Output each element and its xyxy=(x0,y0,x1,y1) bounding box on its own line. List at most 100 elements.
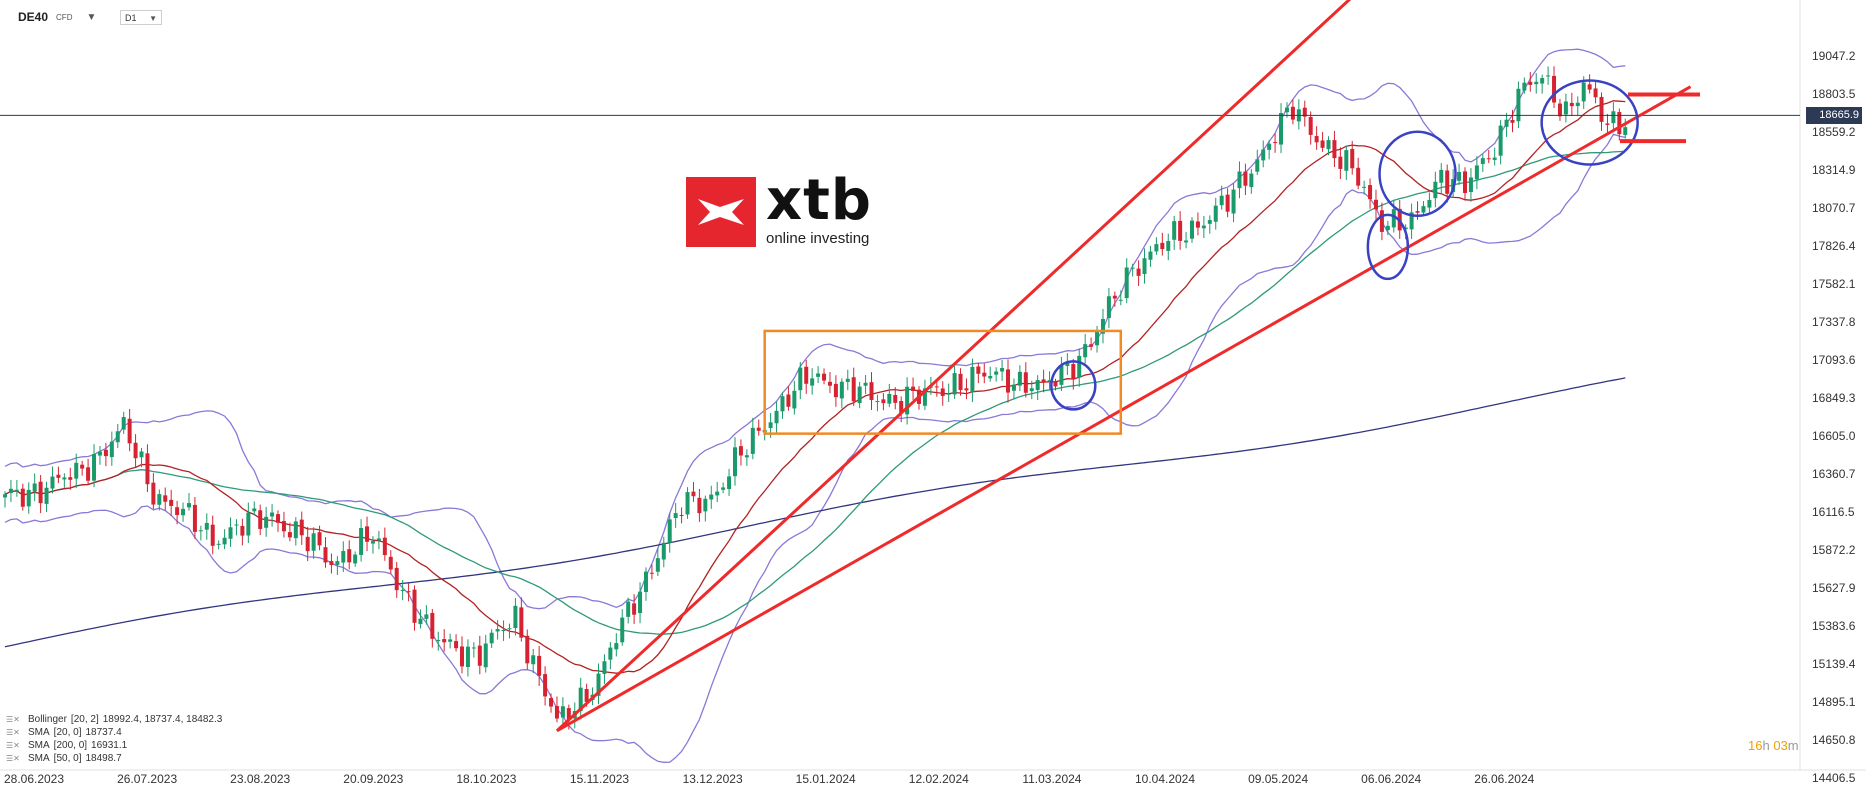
legend-item[interactable]: ☰✕ SMA [50, 0] 18498.7 xyxy=(6,753,122,764)
candle-body xyxy=(875,401,880,403)
candle-body xyxy=(905,386,910,415)
candle-body xyxy=(727,476,732,489)
candle-body xyxy=(1184,240,1189,243)
timeframe-selector[interactable]: D1 ▼ xyxy=(120,10,162,25)
indicator-settings-icon[interactable]: ☰✕ xyxy=(6,754,20,763)
candle-body xyxy=(1415,211,1420,213)
channel-upper-line xyxy=(555,0,1352,732)
channel-lower-line xyxy=(556,85,1692,733)
candle-body xyxy=(270,512,275,517)
candle-body xyxy=(448,639,453,642)
y-tick-label: 14406.5 xyxy=(1812,771,1856,785)
candle-body xyxy=(643,571,648,593)
candle-body xyxy=(833,383,838,398)
candle-body xyxy=(216,543,221,545)
x-tick-label: 26.07.2023 xyxy=(117,772,177,786)
candle-body xyxy=(181,508,186,516)
candle-body xyxy=(507,628,512,630)
candle-body xyxy=(169,499,174,506)
candle-body xyxy=(1154,244,1159,252)
chevron-down-icon[interactable]: ▼ xyxy=(86,11,97,23)
candle-body xyxy=(240,525,245,536)
candle-body xyxy=(335,561,340,565)
candle-body xyxy=(412,589,417,623)
candle-body xyxy=(1409,212,1414,230)
candle-body xyxy=(673,513,678,519)
candle-body xyxy=(1207,220,1212,224)
candle-body xyxy=(246,512,251,536)
legend-item[interactable]: ☰✕ Bollinger [20, 2] 18992.4, 18737.4, 184… xyxy=(6,714,223,725)
candle-body xyxy=(721,487,726,490)
y-tick-label: 18803.5 xyxy=(1812,87,1856,101)
candle-body xyxy=(649,572,654,574)
candle-body xyxy=(1065,362,1070,366)
y-tick-label: 18314.9 xyxy=(1812,163,1856,177)
candle-body xyxy=(92,454,97,481)
current-price-tag: 18665.9 xyxy=(1806,107,1862,124)
candle-body xyxy=(1142,258,1147,275)
candle-body xyxy=(1201,225,1206,229)
candle-body xyxy=(1047,380,1052,382)
candle-body xyxy=(638,591,643,614)
y-tick-label: 19047.2 xyxy=(1812,49,1856,63)
symbol-selector[interactable]: DE40 CFD ▼ xyxy=(18,10,96,24)
candle-body xyxy=(436,640,441,642)
indicator-settings-icon[interactable]: ☰✕ xyxy=(6,728,20,737)
candle-body xyxy=(210,524,215,546)
candle-body xyxy=(103,449,108,457)
candle-body xyxy=(388,556,393,570)
candle-body xyxy=(738,446,743,456)
candle-body xyxy=(958,373,963,391)
timeframe-label: D1 xyxy=(125,13,137,23)
candle-body xyxy=(157,494,162,505)
candle-body xyxy=(376,538,381,541)
candle-body xyxy=(1433,181,1438,199)
candle-body xyxy=(1474,165,1479,180)
candle-body xyxy=(845,378,850,382)
candle-body xyxy=(952,373,957,395)
candle-body xyxy=(365,526,370,542)
candle-body xyxy=(1528,81,1533,85)
candle-body xyxy=(62,477,67,480)
candle-body xyxy=(1124,267,1129,299)
candle-body xyxy=(276,514,281,523)
legend-item[interactable]: ☰✕ SMA [20, 0] 18737.4 xyxy=(6,727,122,738)
candle-body xyxy=(1522,82,1527,91)
candle-body xyxy=(234,524,239,526)
y-tick-label: 15139.4 xyxy=(1812,657,1856,671)
candle-body xyxy=(1071,364,1076,380)
candle-body xyxy=(74,462,79,479)
candle-body xyxy=(940,388,945,396)
candle-body xyxy=(347,549,352,563)
candle-body xyxy=(667,519,672,543)
candle-body xyxy=(786,394,791,407)
candle-body xyxy=(1130,267,1135,269)
y-tick-label: 17582.1 xyxy=(1812,277,1856,291)
candle-body xyxy=(1053,381,1058,387)
candle-body xyxy=(1095,331,1100,346)
candle-body xyxy=(970,366,975,393)
candle-body xyxy=(442,639,447,643)
candle-body xyxy=(1593,88,1598,98)
indicator-settings-icon[interactable]: ☰✕ xyxy=(6,715,20,724)
candle-body xyxy=(691,491,696,497)
indicator-settings-icon[interactable]: ☰✕ xyxy=(6,741,20,750)
candle-body xyxy=(353,554,358,564)
candle-body xyxy=(1261,149,1266,161)
candle-body xyxy=(489,632,494,644)
candle-body xyxy=(1504,119,1509,127)
candle-body xyxy=(424,614,429,619)
candle-body xyxy=(988,376,993,379)
x-tick-label: 15.01.2024 xyxy=(796,772,856,786)
candle-body xyxy=(86,467,91,481)
y-tick-label: 16849.3 xyxy=(1812,391,1856,405)
legend-item[interactable]: ☰✕ SMA [200, 0] 16931.1 xyxy=(6,740,128,751)
candle-body xyxy=(1403,227,1408,230)
candle-body xyxy=(1540,78,1545,84)
y-tick-label: 17093.6 xyxy=(1812,353,1856,367)
candle-body xyxy=(822,373,827,381)
candle-body xyxy=(459,646,464,667)
candle-body xyxy=(1599,96,1604,122)
candle-body xyxy=(151,482,156,505)
